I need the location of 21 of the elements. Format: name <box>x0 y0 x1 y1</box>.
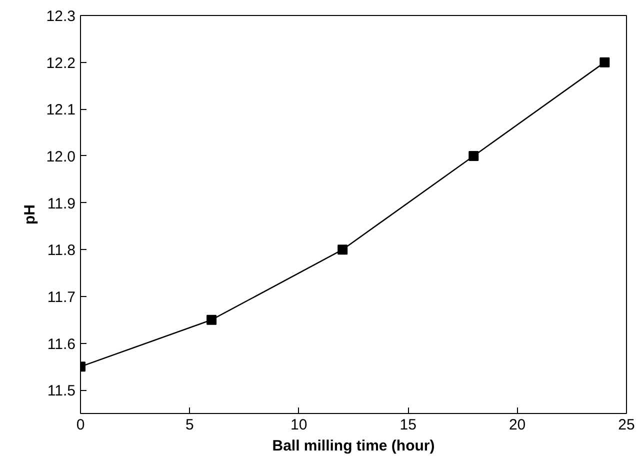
point <box>338 244 348 255</box>
x-axis-title: Ball milling time (hour) <box>272 438 435 454</box>
y-axis-title: pH <box>21 204 38 224</box>
y-tick-label: 11.7 <box>47 288 76 306</box>
x-tick-label: 10 <box>290 416 308 434</box>
y-tick-label: 12.1 <box>46 102 76 119</box>
point <box>468 150 479 161</box>
x-tick-label: 25 <box>618 416 635 434</box>
x-tick-label: 5 <box>186 416 194 434</box>
point <box>600 57 610 68</box>
y-tick-label: 11.6 <box>47 336 76 353</box>
y-tick-label: 12.0 <box>46 148 76 166</box>
x-tick-label: 0 <box>76 416 85 434</box>
y-tick-label: 11.8 <box>47 242 76 260</box>
y-tick-label: 12.2 <box>46 54 76 72</box>
point <box>206 314 217 325</box>
y-tick-label: 11.9 <box>47 195 76 212</box>
x-tick-label: 15 <box>400 416 416 434</box>
y-tick-label: 12.3 <box>46 8 76 25</box>
y-tick-label: 11.5 <box>47 382 76 400</box>
x-tick-label: 20 <box>508 416 526 434</box>
